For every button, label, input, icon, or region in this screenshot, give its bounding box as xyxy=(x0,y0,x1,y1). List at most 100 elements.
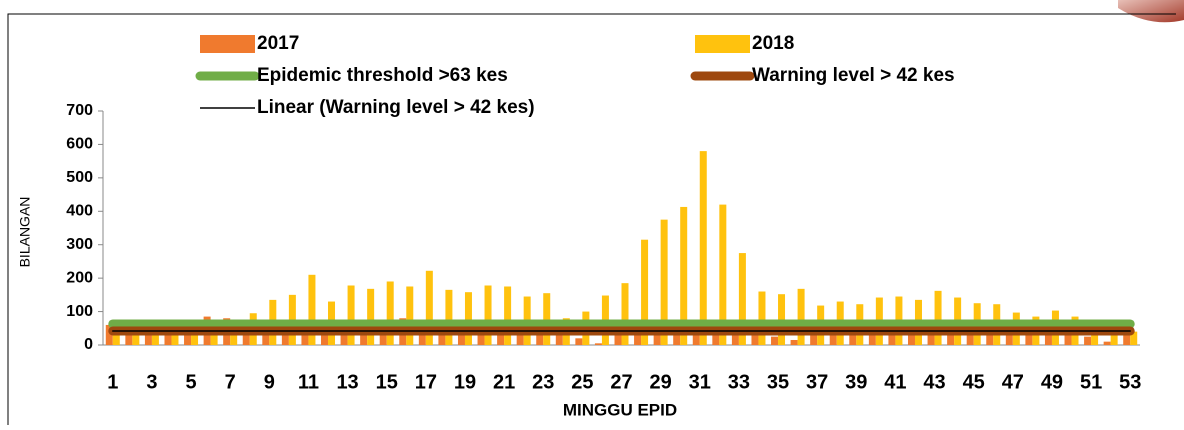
x-tick-label: 23 xyxy=(532,371,554,393)
bar xyxy=(484,285,492,345)
y-tick-label: 0 xyxy=(84,336,93,353)
x-tick-label: 31 xyxy=(689,371,711,393)
x-tick-label: 45 xyxy=(963,371,985,393)
bar xyxy=(191,326,199,345)
legend-label: Linear (Warning level > 42 kes) xyxy=(257,97,535,118)
bar xyxy=(1084,336,1092,345)
bar xyxy=(516,328,524,345)
x-tick-label: 51 xyxy=(1080,371,1102,393)
decoration xyxy=(1118,0,1184,23)
x-tick-label: 41 xyxy=(884,371,906,393)
bar xyxy=(504,286,512,345)
bar xyxy=(797,288,805,345)
bar xyxy=(555,331,563,345)
x-tick-label: 29 xyxy=(650,371,672,393)
x-tick-label: 27 xyxy=(610,371,632,393)
bar xyxy=(321,328,329,345)
bar xyxy=(1110,334,1118,345)
y-tick-label: 100 xyxy=(66,303,93,320)
bar xyxy=(262,326,270,345)
bar xyxy=(438,326,446,345)
x-tick-label: 47 xyxy=(1002,371,1024,393)
bar xyxy=(986,328,994,345)
bar xyxy=(614,329,622,345)
bar xyxy=(445,289,453,345)
x-tick-label: 15 xyxy=(376,371,398,393)
bar xyxy=(673,326,681,345)
bar xyxy=(464,292,472,345)
bar xyxy=(751,329,759,345)
bar xyxy=(1130,331,1138,345)
bar xyxy=(1091,328,1099,345)
x-axis-title: MINGGU EPID xyxy=(563,400,677,419)
x-tick-label: 35 xyxy=(767,371,789,393)
bar xyxy=(308,274,316,345)
bar xyxy=(699,151,707,345)
legend-label: 2017 xyxy=(257,33,299,54)
frame xyxy=(7,13,1176,425)
bar xyxy=(966,328,974,345)
x-tick-label: 17 xyxy=(415,371,437,393)
legend-label: Warning level > 42 kes xyxy=(752,65,955,86)
bar xyxy=(536,328,544,345)
x-tick-label: 33 xyxy=(728,371,750,393)
bar xyxy=(888,328,896,345)
legend-label: Epidemic threshold >63 kes xyxy=(257,65,508,86)
x-tick-label: 9 xyxy=(264,371,275,393)
bar xyxy=(477,328,485,345)
x-tick-label: 21 xyxy=(493,371,515,393)
bar xyxy=(1005,328,1013,345)
bar xyxy=(406,286,414,345)
bar xyxy=(1123,329,1131,345)
bar xyxy=(347,285,355,345)
bar xyxy=(418,326,426,345)
bar xyxy=(575,338,583,345)
bar xyxy=(386,281,394,345)
bar xyxy=(367,288,375,345)
x-tick-label: 25 xyxy=(571,371,593,393)
bar xyxy=(543,293,551,345)
bar xyxy=(719,204,727,345)
legend-swatch xyxy=(695,35,750,53)
legend-label: 2018 xyxy=(752,33,794,54)
bar xyxy=(164,328,172,345)
x-tick-label: 37 xyxy=(806,371,828,393)
bar xyxy=(758,291,766,345)
y-tick-label: 400 xyxy=(66,203,93,220)
bar xyxy=(771,336,779,345)
bar xyxy=(810,329,818,345)
bar xyxy=(497,326,505,345)
bar xyxy=(868,328,876,345)
bar xyxy=(849,328,857,345)
bar xyxy=(340,326,348,345)
bar xyxy=(934,290,942,345)
bar xyxy=(1064,331,1072,345)
bar xyxy=(634,328,642,345)
y-tick-label: 200 xyxy=(66,269,93,286)
x-tick-label: 53 xyxy=(1119,371,1141,393)
bar xyxy=(738,253,746,345)
x-tick-label: 3 xyxy=(146,371,157,393)
bar xyxy=(621,283,629,345)
x-tick-label: 11 xyxy=(298,371,319,393)
bar xyxy=(731,328,739,345)
bar xyxy=(594,343,602,345)
bar xyxy=(641,239,649,345)
x-tick-label: 43 xyxy=(923,371,945,393)
bar xyxy=(1044,329,1052,345)
x-tick-label: 13 xyxy=(336,371,358,393)
bar xyxy=(105,324,113,345)
bar xyxy=(457,328,465,345)
bar xyxy=(829,328,837,345)
y-tick-label: 300 xyxy=(66,236,93,253)
bar xyxy=(360,326,368,345)
bar xyxy=(1025,329,1033,345)
bar xyxy=(947,328,955,345)
y-axis-title: BILANGAN xyxy=(17,197,33,268)
bar xyxy=(692,326,700,345)
y-tick-label: 700 xyxy=(66,102,93,119)
bar xyxy=(680,206,688,345)
y-tick-label: 600 xyxy=(66,136,93,153)
x-tick-label: 1 xyxy=(107,371,118,393)
